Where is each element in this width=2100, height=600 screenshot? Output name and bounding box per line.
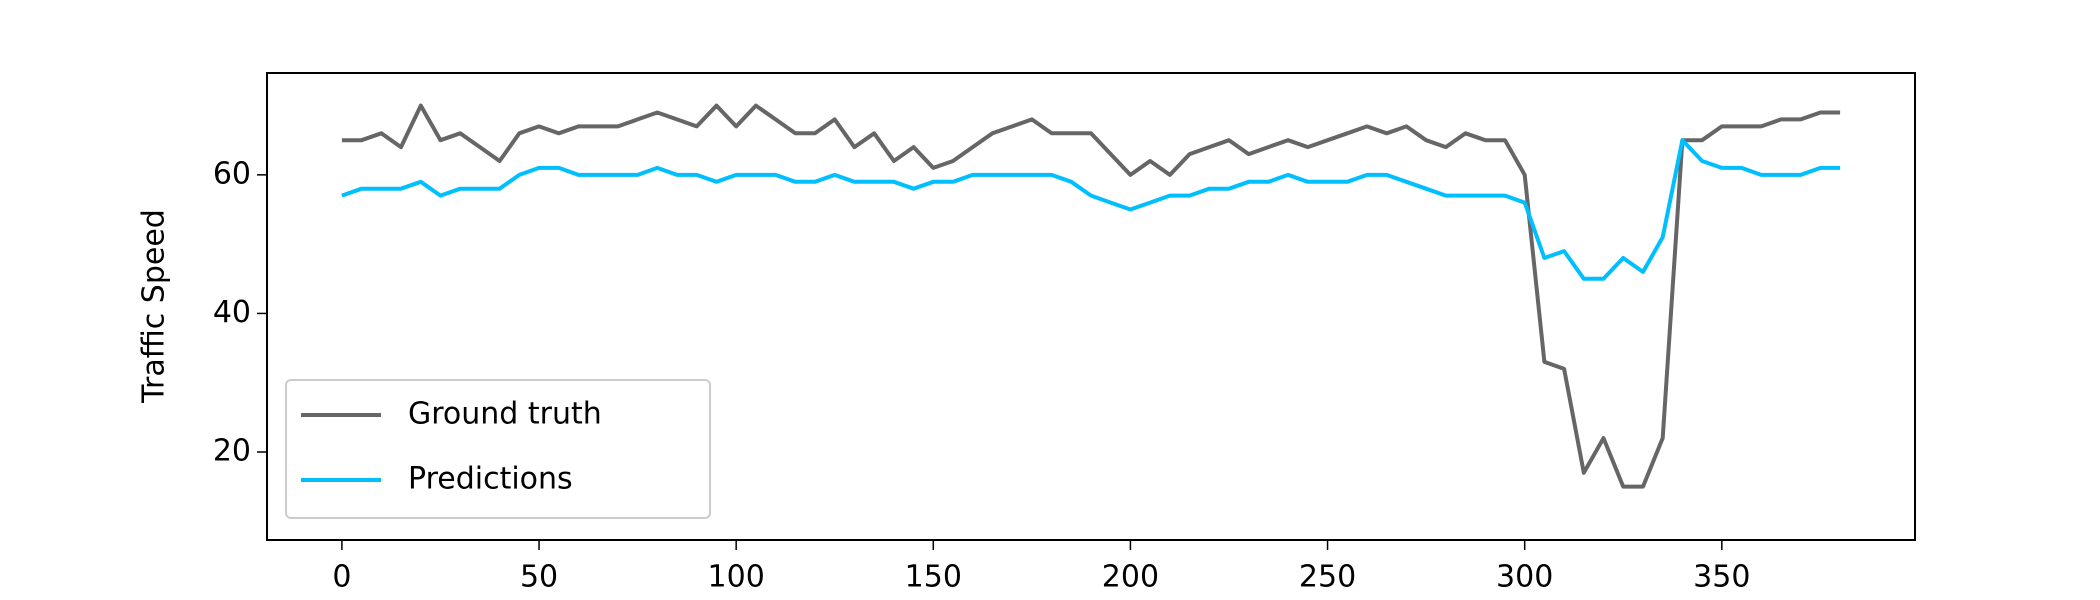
y-axis-label: Traffic Speed — [137, 209, 172, 404]
legend-label: Predictions — [408, 462, 573, 497]
x-tick-label: 300 — [1496, 560, 1553, 595]
x-tick-label: 0 — [332, 560, 351, 595]
x-tick-label: 150 — [905, 560, 962, 595]
x-tick-label: 100 — [708, 560, 765, 595]
x-tick-label: 250 — [1299, 560, 1356, 595]
y-tick-label: 20 — [213, 434, 251, 469]
y-tick-label: 40 — [213, 295, 251, 330]
legend-box — [285, 379, 711, 519]
x-tick-label: 50 — [520, 560, 558, 595]
x-tick-label: 200 — [1102, 560, 1159, 595]
plot-frame — [266, 72, 1916, 541]
y-tick-label: 60 — [213, 156, 251, 191]
legend-label: Ground truth — [408, 397, 602, 432]
series-line — [341, 103, 1841, 489]
series-line — [341, 138, 1841, 281]
x-tick-label: 350 — [1693, 560, 1750, 595]
